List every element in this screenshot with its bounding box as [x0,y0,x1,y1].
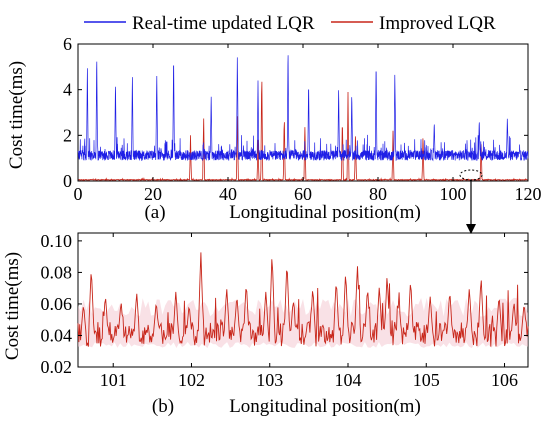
panel-b-ytick-label: 0.06 [41,294,73,314]
panel-a-label: (a) [144,202,165,223]
panel-b-frame [77,232,529,368]
panel-a: 0 20 40 60 80 100 120 0 2 4 6 Real-time updated LQ… [6,13,542,234]
panel-a-xtick-label: 60 [294,184,312,204]
panel-a-ticks: 0 20 40 60 80 100 120 0 2 4 6 [63,34,542,204]
panel-b: 101 102 103 104 105 106 0.02 0.04 0.06 0.08 0.10 (… [2,231,529,417]
panel-b-ytick-label: 0.10 [41,231,73,251]
panel-a-xlabel: Longitudinal position(m) [229,202,421,223]
panel-a-ylabel: Cost time(ms) [6,61,27,169]
improved-lqr-zoom-line [77,252,529,347]
panel-b-xtick-label: 104 [335,370,362,390]
panel-b-xtick-label: 106 [491,370,518,390]
panel-a-xtick-label: 80 [369,184,387,204]
panel-a-xtick-label: 100 [440,184,467,204]
panel-b-xtick-label: 105 [413,370,440,390]
panel-b-xtick-label: 102 [178,370,205,390]
lqr-line [77,55,529,162]
panel-b-xlabel: Longitudinal position(m) [229,396,421,417]
panel-a-ytick-label: 6 [63,34,72,54]
panel-a-ytick-label: 0 [63,171,72,191]
panel-b-label: (b) [152,396,174,417]
legend: Real-time updated LQR Improved LQR [84,13,496,34]
panel-a-xtick-label: 40 [219,184,237,204]
panel-a-ytick-label: 2 [63,125,72,145]
panel-b-ytick-label: 0.02 [41,357,73,377]
panel-b-ylabel: Cost time(ms) [2,252,23,360]
zoom-region-ellipse [459,169,483,181]
panel-b-xtick-label: 101 [100,370,127,390]
panel-a-ytick-label: 4 [63,80,72,100]
panel-b-xtick-label: 103 [256,370,283,390]
legend-label-improved: Improved LQR [379,13,496,34]
panel-a-frame [77,43,529,182]
panel-a-xtick-label: 0 [74,184,83,204]
panel-b-ticks: 101 102 103 104 105 106 0.02 0.04 0.06 0.08 0.10 [41,231,528,390]
panel-a-lqr-series [77,55,529,162]
panel-a-improved-lqr-series [77,81,529,182]
legend-label-lqr: Real-time updated LQR [132,13,315,34]
panel-b-ytick-label: 0.08 [41,262,73,282]
panel-a-xtick-label: 20 [144,184,162,204]
improved-lqr-envelope [78,297,528,349]
zoom-arrow-head [466,224,476,234]
panel-b-ytick-label: 0.04 [41,325,73,345]
improved-lqr-line [77,81,529,182]
panel-b-improved-lqr-series [77,252,529,349]
panel-a-xtick-label: 120 [515,184,542,204]
